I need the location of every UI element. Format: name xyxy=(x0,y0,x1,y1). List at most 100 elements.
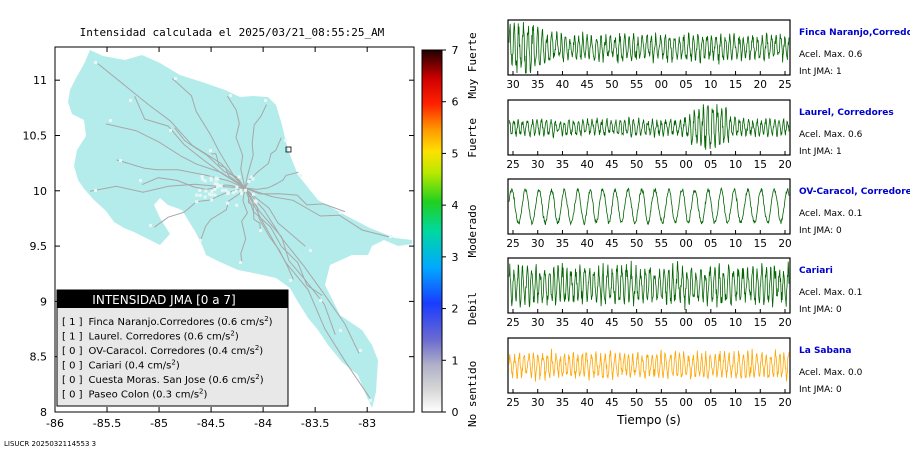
map-y-tick-label: 11 xyxy=(33,74,47,87)
legend-item-value: (0.6 cm/s xyxy=(208,375,255,386)
road xyxy=(105,123,246,189)
town-dot xyxy=(213,182,217,186)
legend-item-exponent: 2 xyxy=(199,388,203,396)
panel-x-tick-label: 50 xyxy=(630,397,643,409)
colorbar-tick-label: 5 xyxy=(452,147,459,160)
town-dot xyxy=(210,193,214,197)
intensity-colorbar: 0 1 2 3 4 5 6 7 No sentido Debil Moderado Fuerte Mu… xyxy=(421,32,479,427)
panel-x-tick-label: 35 xyxy=(556,397,569,409)
town-dot xyxy=(234,189,238,193)
road xyxy=(200,187,246,240)
panel-x-tick-label: 55 xyxy=(655,159,668,171)
colorbar-tick-label: 2 xyxy=(452,303,459,316)
accel-max-label: Acel. Max. 0.1 xyxy=(799,288,862,298)
town-dot xyxy=(244,188,248,192)
legend-item-jma: [ 1 ] xyxy=(62,332,83,343)
colorbar-category-label: Debil xyxy=(466,292,479,325)
panel-x-tick-label: 10 xyxy=(704,79,717,91)
legend-item-station: Cuesta Moras. San Jose xyxy=(89,375,206,386)
road xyxy=(244,187,306,247)
legend-item-value: (0.4 cm/s xyxy=(125,361,172,372)
legend-item: [ 1 ] Finca Naranjo.Corredores (0.6 cm/s2) xyxy=(62,315,273,328)
legend-item-close: ) xyxy=(176,361,180,372)
panel-x-tick-label: 30 xyxy=(531,238,544,250)
panel-x-tick-label: 30 xyxy=(531,317,544,329)
town-dot xyxy=(203,195,207,199)
seismogram-panels: 30 35 40 45 50 55 00 05 10 15 20 25 Finca Naranjo,Co… xyxy=(506,19,910,427)
town-dot xyxy=(199,239,202,242)
legend-item-close: ) xyxy=(259,346,263,357)
legend-item: [ 0 ] Cuesta Moras. San Jose (0.6 cm/s2) xyxy=(62,373,264,386)
road xyxy=(244,104,267,189)
legend-item-jma: [ 0 ] xyxy=(62,346,83,357)
panel-x-tick-label: 05 xyxy=(704,317,717,329)
map-x-tick-label: -84.5 xyxy=(197,417,225,430)
panel-x-tick-label: 45 xyxy=(605,397,618,409)
colorbar-tick-label: 0 xyxy=(452,406,459,419)
town-dot xyxy=(251,192,255,196)
colorbar-tick-label: 3 xyxy=(452,251,459,264)
panel-x-tick-label: 20 xyxy=(754,79,767,91)
panel-x-tick-label: 45 xyxy=(580,79,593,91)
panel-x-tick-label: 55 xyxy=(655,397,668,409)
panel-x-tick-label: 30 xyxy=(531,159,544,171)
accel-max-label: Acel. Max. 0.0 xyxy=(799,368,863,378)
legend-item-exponent: 2 xyxy=(230,330,234,338)
town-dot xyxy=(149,224,152,227)
colorbar-category-label: Fuerte xyxy=(466,118,479,158)
road xyxy=(244,187,360,354)
town-dot xyxy=(119,159,122,162)
town-dot xyxy=(219,184,223,188)
town-dot xyxy=(94,189,97,192)
town-dot xyxy=(213,187,217,191)
panel-x-tick-label: 10 xyxy=(729,238,742,250)
road xyxy=(89,183,246,193)
road xyxy=(244,187,371,399)
road xyxy=(244,187,346,213)
road xyxy=(174,127,246,189)
town-dot xyxy=(249,175,253,179)
town-dot xyxy=(240,192,244,196)
town-dot xyxy=(214,178,218,182)
panel-x-tick-label: 00 xyxy=(679,238,692,250)
map-y-tick-label: 10.5 xyxy=(23,129,48,142)
panel-x-tick-label: 00 xyxy=(679,317,692,329)
panel-frame xyxy=(507,178,791,235)
waveform-line xyxy=(508,104,790,150)
town-dot xyxy=(215,182,219,186)
town-dot xyxy=(200,175,204,179)
seismogram-panel: 30 35 40 45 50 55 00 05 10 15 20 25 Finca Naranjo,Co… xyxy=(506,19,910,91)
road xyxy=(240,187,248,262)
waveform-line xyxy=(508,21,790,74)
town-dot xyxy=(200,177,204,181)
map-x-tick-label: -85 xyxy=(150,417,168,430)
town-dot xyxy=(231,191,235,195)
legend-item: [ 1 ] Laurel. Corredores (0.6 cm/s2) xyxy=(62,330,239,343)
town-dot xyxy=(284,139,287,142)
road-network xyxy=(89,63,393,399)
legend-item-station: Finca Naranjo.Corredores xyxy=(89,317,215,328)
town-dot xyxy=(239,261,242,264)
seismogram-panel: 25 30 35 40 45 50 55 00 05 10 15 20 Cariari Acel. Max… xyxy=(506,257,862,329)
map-axes: -86 -85.5 -85 -84.5 -84 -83.5 -83 8 8.5 9 9.5 10 10.… xyxy=(23,47,414,430)
town-dot xyxy=(207,192,211,196)
legend-item-jma: [ 0 ] xyxy=(62,390,83,401)
colorbar-category-label: Moderado xyxy=(466,205,479,258)
panel-x-tick-label: 50 xyxy=(630,159,643,171)
legend-item-exponent: 2 xyxy=(255,373,259,381)
footer-label: LISUCR 2025032114553 3 xyxy=(4,440,96,448)
panel-x-tick-label: 20 xyxy=(778,159,791,171)
panel-x-tick-label: 20 xyxy=(778,238,791,250)
panel-x-tick-label: 05 xyxy=(704,238,717,250)
panel-x-tick-label: 20 xyxy=(778,317,791,329)
panel-x-tick-label: 15 xyxy=(754,159,767,171)
town-dot xyxy=(209,149,212,152)
legend-item-jma: [ 1 ] xyxy=(62,317,83,328)
panel-x-tick-label: 45 xyxy=(605,159,618,171)
panel-x-tick-label: 40 xyxy=(556,79,569,91)
jma-intensity-label: Int JMA: 0 xyxy=(799,226,842,236)
colorbar-gradient xyxy=(421,49,443,413)
map-x-tick-label: -85.5 xyxy=(93,417,121,430)
town-dot xyxy=(339,329,342,332)
